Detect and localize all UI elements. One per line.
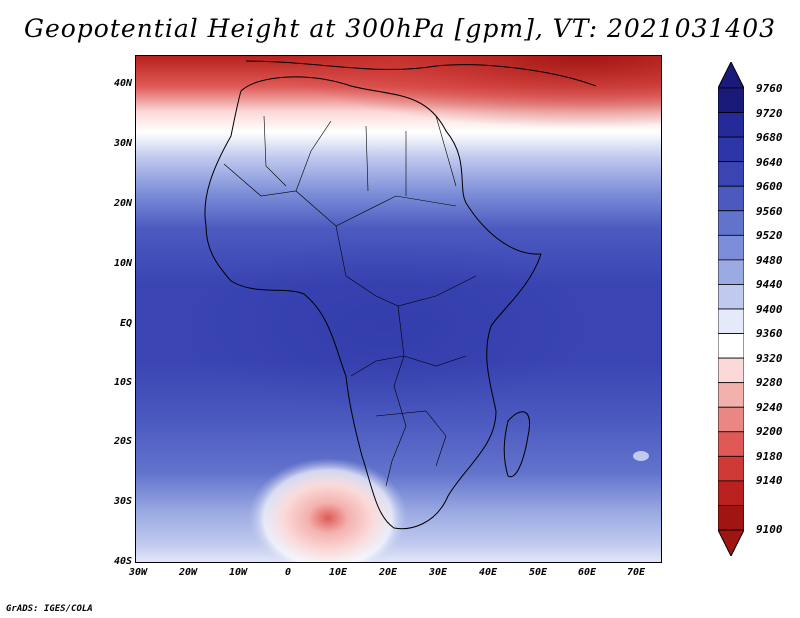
colorbar-cell	[718, 406, 744, 433]
y-label-10s: 10S	[113, 377, 132, 388]
coastlines	[204, 60, 597, 530]
colorbar-cell	[718, 210, 744, 236]
colorbar-cell	[718, 259, 744, 285]
x-label-10e: 10E	[328, 567, 348, 578]
southern-trough	[248, 458, 408, 562]
y-label-40s: 40S	[113, 556, 132, 567]
colorbar	[718, 62, 744, 556]
small-isolated-contour	[633, 451, 649, 461]
x-label-60e: 60E	[577, 567, 597, 578]
colorbar-cell	[718, 431, 744, 457]
colorbar-cell	[718, 185, 744, 212]
colorbar-cell	[718, 136, 744, 163]
colorbar-label: 9680	[756, 131, 783, 144]
colorbar-cell	[718, 284, 744, 310]
x-label-50e: 50E	[528, 567, 548, 578]
y-label-40n: 40N	[113, 78, 132, 89]
colorbar-cell	[718, 112, 744, 138]
colorbar-label: 9180	[756, 450, 783, 463]
y-label-20s: 20S	[113, 436, 132, 447]
y-label-30s: 30S	[113, 496, 132, 507]
colorbar-label: 9240	[756, 401, 783, 414]
colorbar-label: 9600	[756, 180, 783, 193]
colorbar-label: 9140	[756, 474, 783, 487]
colorbar-cell	[718, 308, 744, 334]
x-label-0: 0	[284, 567, 292, 578]
colorbar-label: 9100	[756, 523, 783, 536]
colorbar-label: 9760	[756, 82, 783, 95]
y-label-30n: 30N	[113, 138, 132, 149]
country-borders	[223, 115, 477, 487]
geopotential-map	[135, 55, 662, 563]
northern-high-band	[136, 56, 661, 176]
x-label-20w: 20W	[178, 567, 198, 578]
colorbar-label: 9320	[756, 352, 783, 365]
x-label-30w: 30W	[128, 567, 148, 578]
map-title: Geopotential Height at 300hPa [gpm], VT:…	[23, 14, 777, 43]
colorbar-label: 9640	[756, 156, 783, 169]
colorbar-cell	[718, 161, 744, 187]
colorbar-bottom-arrow	[718, 529, 744, 556]
grads-credit: GrADS: IGES/COLA	[6, 604, 93, 614]
map-canvas	[136, 56, 661, 562]
colorbar-label: 9400	[756, 303, 783, 316]
colorbar-cell	[718, 455, 744, 482]
y-label-eq: EQ	[119, 318, 132, 329]
colorbar-cell	[718, 333, 744, 359]
colorbar-label: 9560	[756, 205, 783, 218]
colorbar-label: 9280	[756, 376, 783, 389]
colorbar-label: 9440	[756, 278, 783, 291]
colorbar-label: 9360	[756, 327, 783, 340]
tropical-core	[176, 236, 596, 416]
x-label-40e: 40E	[478, 567, 498, 578]
colorbar-cells	[718, 87, 744, 531]
colorbar-label: 9720	[756, 107, 783, 120]
colorbar-cell	[718, 234, 744, 261]
colorbar-label: 9200	[756, 425, 783, 438]
colorbar-label: 9520	[756, 229, 783, 242]
y-label-20n: 20N	[113, 198, 132, 209]
colorbar-cell	[718, 87, 744, 113]
colorbar-cell	[718, 357, 744, 384]
colorbar-top-arrow	[718, 62, 744, 89]
colorbar-cell	[718, 480, 744, 506]
x-label-70e: 70E	[626, 567, 646, 578]
colorbar-label: 9480	[756, 254, 783, 267]
x-label-30e: 30E	[428, 567, 448, 578]
y-label-10n: 10N	[113, 258, 132, 269]
colorbar-cell	[718, 505, 744, 531]
x-label-10w: 10W	[228, 567, 248, 578]
colorbar-cell	[718, 382, 744, 408]
x-label-20e: 20E	[378, 567, 398, 578]
